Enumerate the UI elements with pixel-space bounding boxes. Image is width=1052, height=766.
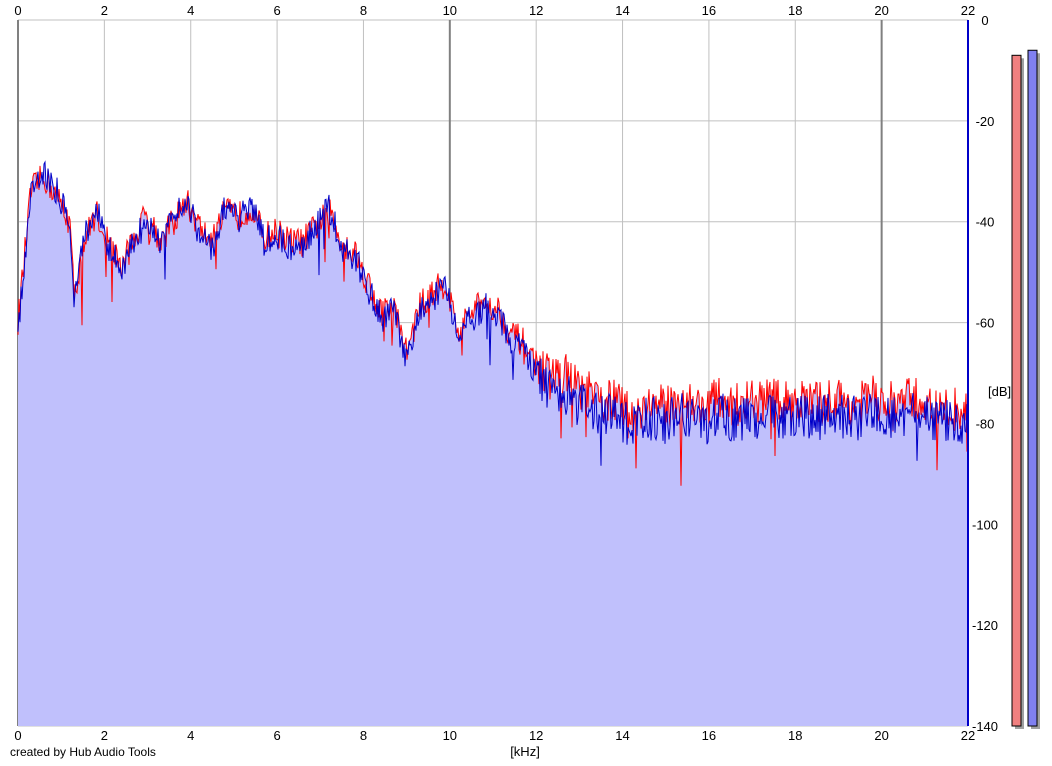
- y-tick-label: -80: [976, 416, 995, 431]
- x-tick-label-bottom: 22: [961, 728, 975, 743]
- y-tick-labels: 0 -20 -40 -60 -80 -100 -120 -140: [972, 13, 998, 734]
- x-tick-label-bottom: 0: [14, 728, 21, 743]
- level-meters: [1011, 49, 1040, 730]
- x-tick-label-top: 4: [187, 3, 194, 18]
- y-tick-label: 0: [981, 13, 988, 28]
- credit-text: created by Hub Audio Tools: [10, 745, 156, 759]
- x-tick-label-bottom: 20: [874, 728, 888, 743]
- y-tick-label: -40: [976, 215, 995, 230]
- series-line-left-channel: [17, 165, 969, 486]
- y-tick-label: -140: [972, 719, 998, 734]
- spectrum-area-fill: [18, 162, 968, 727]
- x-tick-label-bottom: 2: [101, 728, 108, 743]
- x-tick-label-bottom: 18: [788, 728, 802, 743]
- x-tick-label-top: 12: [529, 3, 543, 18]
- level-meter-right: [1027, 49, 1038, 727]
- x-tick-label-top: 16: [702, 3, 716, 18]
- series-line-right-channel: [17, 160, 969, 466]
- x-tick-label-top: 22: [961, 3, 975, 18]
- x-tick-label-bottom: 8: [360, 728, 367, 743]
- x-tick-label-top: 20: [874, 3, 888, 18]
- x-tick-label-top: 18: [788, 3, 802, 18]
- x-tick-labels-top: 0 2 4 6 8 10 12 14 16 18 20 22: [14, 3, 975, 18]
- level-meter-left: [1011, 54, 1022, 727]
- x-tick-label-top: 0: [14, 3, 21, 18]
- x-tick-label-top: 14: [615, 3, 629, 18]
- y-tick-label: -20: [976, 114, 995, 129]
- x-tick-labels-bottom: 0 2 4 6 8 10 12 14 16 18 20 22: [14, 728, 975, 743]
- x-tick-label-bottom: 12: [529, 728, 543, 743]
- x-tick-label-bottom: 14: [615, 728, 629, 743]
- x-tick-label-bottom: 4: [187, 728, 194, 743]
- x-tick-label-bottom: 10: [443, 728, 457, 743]
- x-tick-label-top: 10: [443, 3, 457, 18]
- x-tick-label-top: 2: [101, 3, 108, 18]
- x-tick-label-top: 6: [273, 3, 280, 18]
- x-axis-label: [kHz]: [510, 744, 540, 759]
- x-tick-label-bottom: 6: [273, 728, 280, 743]
- y-tick-label: -100: [972, 517, 998, 532]
- y-axis-label: [dB]: [988, 384, 1011, 399]
- y-tick-label: -120: [972, 618, 998, 633]
- x-tick-label-bottom: 16: [702, 728, 716, 743]
- y-tick-label: -60: [976, 316, 995, 331]
- x-tick-label-top: 8: [360, 3, 367, 18]
